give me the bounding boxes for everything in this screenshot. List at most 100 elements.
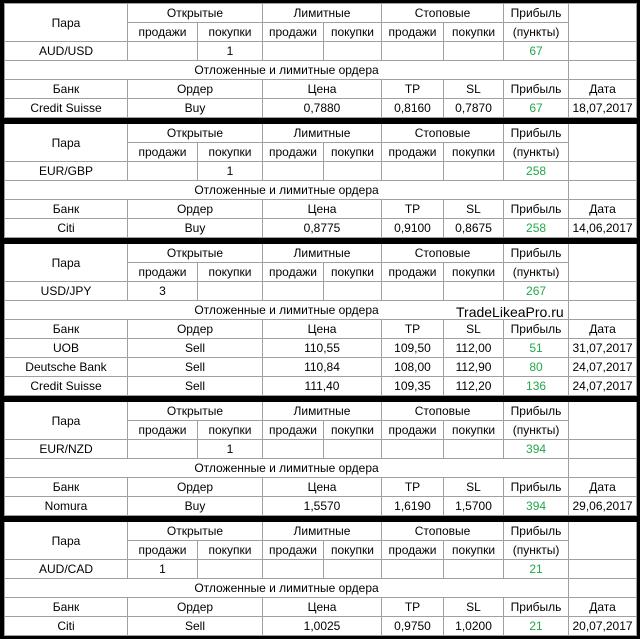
- price: 110,55: [261, 338, 383, 358]
- title-row: Отложенные и лимитные ордера: [3, 180, 638, 200]
- header: Ордер: [127, 79, 263, 99]
- orders-table: Пара Открытые Лимитные Стоповые Прибыль прода…: [3, 3, 638, 636]
- title-row: Отложенные и лимитные ордера: [3, 578, 638, 598]
- header: Пара: [4, 521, 128, 560]
- header-row: Пара Открытые Лимитные Стоповые Прибыль: [4, 123, 638, 162]
- sl: 1,5700: [443, 496, 505, 516]
- header: Пара: [4, 3, 128, 42]
- header-row: Банк Ордер Цена TP SL Прибыль Дата: [4, 477, 638, 497]
- position: 1: [197, 439, 263, 459]
- header: Цена: [261, 319, 383, 339]
- position: [381, 161, 445, 181]
- profit: 67: [503, 98, 570, 118]
- position: [197, 281, 263, 301]
- position: [443, 41, 505, 61]
- header-row: Банк Ордер Цена TP SL Прибыль Дата: [4, 79, 638, 99]
- header: Лимитные: [261, 401, 383, 421]
- sl: 1,0200: [443, 616, 505, 636]
- header-row: Пара Открытые Лимитные Стоповые Прибыль: [4, 521, 638, 560]
- price: 0,8775: [261, 218, 383, 238]
- header: Прибыль: [503, 319, 570, 339]
- header: продажи: [381, 420, 445, 440]
- position: [443, 559, 505, 579]
- header: TP: [381, 319, 445, 339]
- header: продажи: [262, 262, 324, 282]
- position: [262, 281, 324, 301]
- header: Дата: [568, 79, 638, 99]
- pair: EUR/GBP: [4, 161, 128, 181]
- pair: EUR/NZD: [4, 439, 128, 459]
- header: Банк: [4, 319, 128, 339]
- order-row: Citi Buy 0,8775 0,9100 0,8675 258 14,06,2017: [4, 218, 638, 238]
- header: Банк: [4, 597, 128, 617]
- header: SL: [443, 79, 505, 99]
- profit: 136: [503, 376, 570, 396]
- tp: 1,6190: [381, 496, 445, 516]
- profit: 394: [503, 439, 570, 459]
- header: Прибыль: [503, 199, 570, 219]
- tp: 0,8160: [381, 98, 445, 118]
- header: Пара: [4, 401, 128, 440]
- profit: 21: [503, 616, 570, 636]
- cell: [568, 458, 638, 478]
- position: [381, 559, 445, 579]
- header: Открытые: [127, 3, 263, 23]
- header: Открытые: [127, 521, 263, 541]
- header-row: продажи покупки продажи покупки продажи покуп…: [5, 540, 637, 560]
- cell: [568, 3, 638, 42]
- bank: UOB: [4, 338, 128, 358]
- header: SL: [443, 319, 505, 339]
- position: [262, 41, 324, 61]
- header: (пункты): [503, 262, 570, 282]
- position: [322, 281, 383, 301]
- header: продажи: [127, 142, 198, 162]
- section-title: Отложенные и лимитные ордера: [3, 60, 570, 80]
- header: Ордер: [127, 597, 263, 617]
- title-row: Отложенные и лимитные ордера: [3, 458, 638, 478]
- date: 24,07,2017: [568, 376, 638, 396]
- order: Sell: [127, 338, 263, 358]
- position: [443, 281, 505, 301]
- header: Ордер: [127, 319, 263, 339]
- position: [381, 281, 445, 301]
- header: покупки: [322, 142, 383, 162]
- profit: 394: [503, 496, 570, 516]
- cell: [568, 60, 638, 80]
- header: TP: [381, 597, 445, 617]
- header: покупки: [443, 262, 505, 282]
- price: 110,84: [261, 357, 383, 377]
- header: (пункты): [503, 420, 570, 440]
- header: Стоповые: [381, 243, 505, 263]
- pair-row: AUD/CAD 1 21: [4, 559, 638, 579]
- tp: 109,35: [381, 376, 445, 396]
- position: 1: [127, 559, 198, 579]
- pair: AUD/CAD: [4, 559, 128, 579]
- header: Лимитные: [261, 521, 383, 541]
- order-row: Nomura Buy 1,5570 1,6190 1,5700 394 29,06,2017: [4, 496, 638, 516]
- sl: 0,7870: [443, 98, 505, 118]
- date: 14,06,2017: [568, 218, 638, 238]
- sep: [4, 117, 638, 124]
- sl: 112,90: [443, 357, 505, 377]
- header: продажи: [127, 22, 198, 42]
- header: продажи: [262, 420, 324, 440]
- position: [262, 439, 324, 459]
- tp: 0,9750: [381, 616, 445, 636]
- header: продажи: [381, 262, 445, 282]
- profit: 267: [503, 281, 570, 301]
- cell: [568, 123, 638, 162]
- header: Лимитные: [261, 123, 383, 143]
- header: продажи: [262, 22, 324, 42]
- position: 1: [197, 161, 263, 181]
- header: Прибыль: [503, 597, 570, 617]
- header: покупки: [443, 420, 505, 440]
- section-title: Отложенные и лимитные ордера: [3, 180, 570, 200]
- order: Buy: [127, 496, 263, 516]
- order-row: UOB Sell 110,55 109,50 112,00 51 31,07,2017: [4, 338, 638, 358]
- order: Buy: [127, 98, 263, 118]
- header: Цена: [261, 477, 383, 497]
- header: Банк: [4, 477, 128, 497]
- header: (пункты): [503, 22, 570, 42]
- order: Sell: [127, 616, 263, 636]
